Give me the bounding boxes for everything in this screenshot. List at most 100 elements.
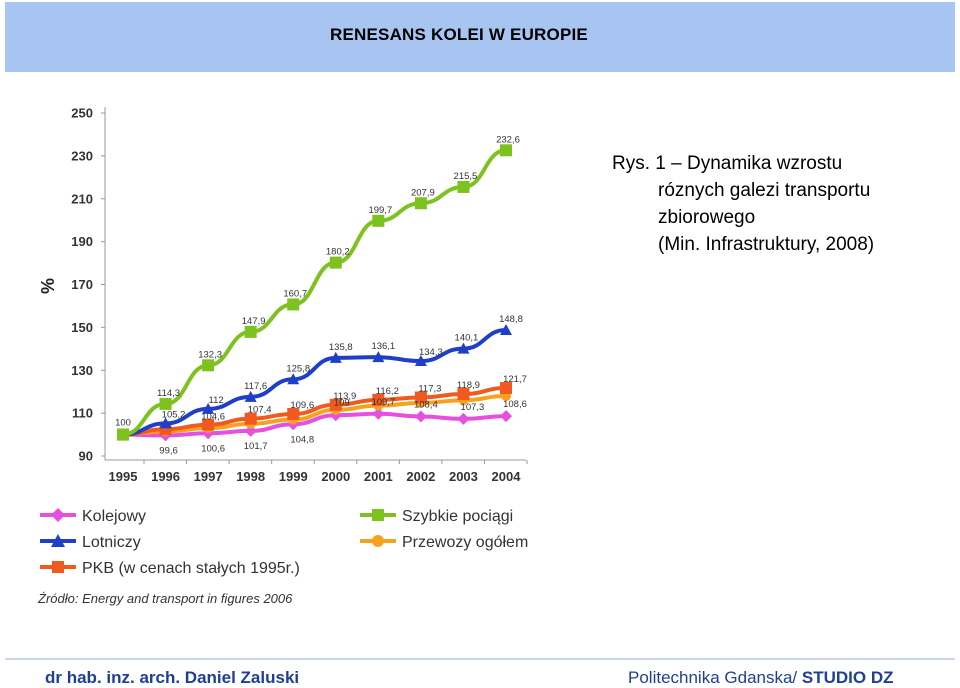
data-label: 207,9 (411, 187, 435, 198)
caption-line-1: Rys. 1 – Dynamika wzrostu (612, 153, 843, 174)
data-label: 108,4 (414, 400, 438, 411)
series-szybkie-poci-gi (117, 144, 512, 441)
y-tick-label: 230 (71, 148, 93, 163)
data-label: 104,8 (290, 434, 314, 445)
footer-institution-name: Politechnika Gdanska/ (628, 668, 802, 687)
x-tick-label: 1999 (279, 469, 308, 484)
legend-label: Kolejowy (82, 508, 146, 525)
data-label: 215,5 (454, 171, 478, 182)
y-tick-label: 90 (79, 449, 93, 464)
data-point (457, 412, 470, 425)
data-label: 112 (209, 395, 224, 406)
series-layer (117, 144, 512, 442)
slide-title: RENESANS KOLEI W EUROPIE (330, 25, 588, 44)
legend-item: Szybkie pociągi (360, 508, 513, 525)
x-tick-label: 2003 (449, 469, 478, 484)
footer-studio: STUDIO DZ (801, 668, 894, 687)
y-tick-label: 110 (72, 406, 93, 421)
x-tick-label: 2001 (364, 469, 393, 484)
y-axis-label: % (38, 278, 58, 294)
legend-label: Szybkie pociągi (402, 508, 513, 525)
data-point (414, 355, 427, 367)
data-label: 105,2 (162, 409, 186, 420)
x-tick-label: 1997 (194, 469, 223, 484)
data-point (372, 407, 385, 420)
data-label: 100,6 (201, 443, 225, 454)
footer-institution: Politechnika Gdanska/ STUDIO DZ (628, 668, 894, 688)
caption-line-2: róznych galezi transportu (658, 180, 871, 201)
data-point (414, 391, 427, 404)
legend-label: Przewozy ogółem (402, 534, 528, 551)
data-label: 121,7 (503, 374, 527, 385)
data-label: 136,1 (371, 341, 395, 352)
footer-author: dr hab. inz. arch. Daniel Zaluski (45, 668, 300, 687)
legend-item: PKB (w cenach stałych 1995r.) (40, 560, 300, 577)
axes: 90 110 130 150 170 190 210 230 250 1995 1996 1997 19… (71, 106, 528, 484)
data-label: 116,2 (376, 386, 399, 397)
x-tick-label: 2002 (406, 469, 435, 484)
y-tick-label: 130 (71, 363, 93, 378)
y-tick-label: 170 (71, 277, 93, 292)
data-point (244, 325, 257, 338)
x-tick-label: 1996 (151, 469, 180, 484)
data-label: 104,6 (201, 412, 225, 423)
data-point (202, 418, 215, 431)
data-point (500, 382, 512, 395)
data-point (202, 402, 215, 414)
data-point (159, 397, 172, 410)
data-label: 109 (334, 397, 350, 408)
data-point (202, 359, 215, 372)
y-tick-label: 150 (71, 320, 93, 335)
data-point (372, 351, 385, 363)
data-point (244, 390, 257, 402)
legend-item: Kolejowy (40, 508, 146, 525)
legend-swatch-marker (51, 534, 65, 547)
data-label: 100 (115, 418, 131, 429)
data-label: 147,9 (242, 316, 266, 327)
data-point (244, 412, 257, 425)
data-point (500, 323, 512, 335)
data-label: 180,2 (326, 247, 350, 258)
data-labels: 114,3 132,3 147,9 160,7 180,2 199,7 207,9 215,5… (115, 134, 527, 456)
figure-caption: Rys. 1 – Dynamika wzrostu róznych galezi… (612, 150, 874, 258)
data-label: 148,8 (499, 314, 523, 325)
data-point (159, 417, 172, 429)
data-label: 109,6 (290, 400, 314, 411)
source-note: Źródło: Energy and transport in figures … (37, 591, 293, 606)
data-point (372, 393, 385, 406)
x-tick-label: 1998 (236, 469, 265, 484)
series-line (121, 386, 508, 437)
x-tick-label: 2000 (321, 469, 350, 484)
data-label: 134,3 (419, 347, 443, 358)
series-pkb-w-cenach-sta-ych-1995r (117, 382, 512, 441)
data-label: 125,8 (286, 363, 310, 374)
data-point (372, 214, 385, 227)
data-label: 117,6 (244, 381, 267, 392)
legend: Kolejowy Szybkie pociągi Lotniczy Przewozy … (40, 508, 528, 577)
data-label: 117,3 (418, 383, 441, 394)
data-label: 199,7 (368, 205, 392, 216)
legend-swatch-marker (52, 561, 64, 573)
data-point (414, 410, 427, 423)
x-tick-label: 1995 (109, 469, 138, 484)
x-tick-label: 2004 (492, 469, 522, 484)
data-label: 101,7 (244, 441, 268, 452)
legend-swatch-marker (372, 535, 384, 547)
data-point (457, 342, 470, 354)
series-lotniczy (117, 323, 512, 440)
legend-swatch-marker (51, 508, 65, 522)
data-label: 99,6 (159, 445, 178, 456)
data-point (329, 256, 342, 269)
data-label: 107,3 (461, 402, 485, 413)
data-label: 113,9 (333, 391, 356, 402)
data-point (500, 410, 512, 423)
data-label: 118,9 (457, 380, 480, 391)
y-tick-label: 190 (71, 234, 93, 249)
data-point (117, 428, 129, 441)
legend-label: PKB (w cenach stałych 1995r.) (82, 560, 300, 577)
data-point (329, 398, 342, 411)
data-point (329, 351, 342, 363)
data-point (457, 388, 470, 401)
growth-chart: 90 110 130 150 170 190 210 230 250 1995 1996 1997 19… (37, 106, 528, 607)
data-label: 114,3 (157, 388, 180, 399)
